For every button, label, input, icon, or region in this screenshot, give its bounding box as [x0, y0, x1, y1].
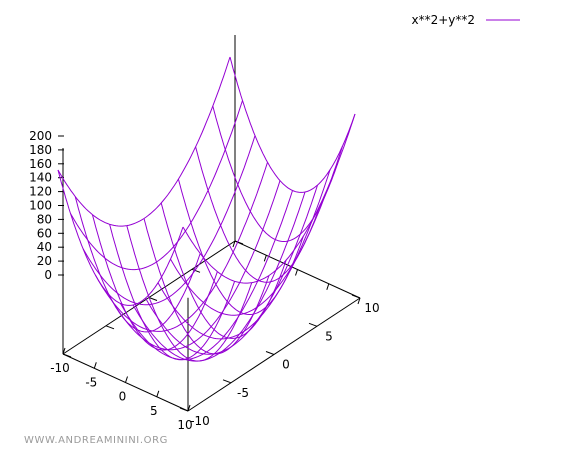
legend: x**2+y**2 [411, 13, 520, 27]
surface-line-x [212, 105, 339, 242]
surface-line-y [145, 184, 318, 355]
x-tick-mark [187, 404, 191, 412]
y-tick-mark [308, 322, 318, 327]
surface-line-y [120, 190, 293, 361]
surface-line-y [182, 113, 356, 284]
surface-line-y [70, 100, 243, 271]
z-tick-label: 120 [29, 185, 52, 199]
y-tick-label: -5 [237, 386, 249, 400]
surface-line-x [229, 56, 356, 193]
y-tick-label: 5 [325, 329, 333, 343]
surface-line-x [177, 178, 304, 315]
x-tick-mark [93, 362, 97, 369]
x-tick-mark [62, 347, 66, 355]
x-tick-label: 10 [177, 418, 192, 432]
z-tick-label: 160 [29, 157, 52, 171]
z-tick-label: 100 [29, 199, 52, 213]
x-tick-mark-back [326, 283, 330, 290]
surface-line-y [95, 162, 268, 332]
x-tick-mark-back [232, 240, 236, 248]
x-tick-mark [156, 390, 160, 397]
watermark-text: WWW.ANDREAMININI.ORG [24, 435, 168, 446]
z-tick-label: 200 [29, 129, 52, 143]
y-tick-mark-back [191, 268, 201, 273]
surface-line-x [109, 224, 236, 361]
y-tick-mark [179, 407, 189, 412]
surface-mesh [57, 56, 356, 362]
x-tick-label: 5 [150, 404, 158, 418]
x-tick-mark-back [263, 255, 267, 262]
tick-labels: -10-50510-10-505100204060801001201401601… [29, 129, 380, 432]
y-tick-mark [222, 379, 232, 384]
y-tick-mark-back [105, 325, 115, 330]
y-tick-mark-back [234, 240, 244, 245]
surface-line-y [170, 145, 343, 316]
x-tick-label: 0 [119, 390, 127, 404]
axes-box [58, 35, 361, 412]
surface-line-y [57, 56, 231, 227]
y-tick-mark-back [62, 353, 72, 358]
legend-label: x**2+y**2 [411, 13, 475, 27]
z-tick-label: 180 [29, 143, 52, 157]
surface-line-y [132, 191, 306, 362]
x-tick-label: -10 [50, 361, 70, 375]
x-tick-mark-back [295, 269, 298, 276]
x-tick-mark-back [357, 297, 361, 305]
x-tick-label: -5 [85, 375, 97, 389]
z-tick-label: 0 [44, 268, 52, 282]
y-tick-label: 0 [282, 358, 290, 372]
y-tick-mark [265, 351, 275, 355]
z-tick-label: 20 [37, 254, 52, 268]
y-tick-label: 10 [364, 301, 379, 315]
y-tick-label: -10 [190, 414, 210, 428]
surface-line-x [195, 146, 322, 283]
y-tick-mark [351, 294, 361, 299]
z-tick-label: 80 [37, 212, 52, 226]
z-tick-label: 40 [37, 240, 52, 254]
y-tick-mark-back [148, 297, 158, 301]
z-tick-label: 60 [37, 226, 52, 240]
x-tick-mark [125, 376, 128, 383]
z-tick-label: 140 [29, 171, 52, 185]
surface-line-y [157, 169, 331, 340]
